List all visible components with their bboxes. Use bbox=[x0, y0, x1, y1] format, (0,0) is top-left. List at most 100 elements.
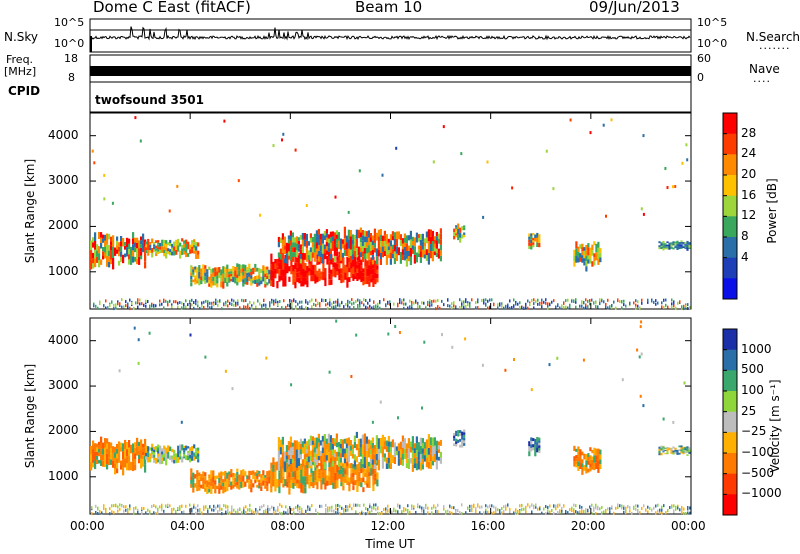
power-ground-cell bbox=[435, 307, 437, 311]
vel-echo-cell bbox=[538, 450, 541, 453]
vel-echo-cell bbox=[439, 439, 442, 446]
power-echo-cell bbox=[234, 266, 237, 271]
power-echo-cell bbox=[256, 275, 259, 280]
vel-echo-cell bbox=[662, 450, 665, 452]
vel-ground-cell bbox=[525, 505, 527, 509]
power-ground-cell bbox=[227, 304, 229, 308]
vel-ground-cell bbox=[151, 505, 153, 508]
vel-ground-cell bbox=[425, 503, 427, 507]
vel-echo-cell bbox=[363, 456, 366, 469]
power-echo-cell bbox=[214, 276, 217, 281]
power-echo-cell bbox=[102, 247, 105, 252]
power-ground-cell bbox=[429, 299, 431, 302]
power-echo-cell bbox=[335, 243, 338, 248]
vel-echo-cell bbox=[157, 444, 160, 448]
cpid-value: twofsound 3501 bbox=[95, 93, 204, 107]
power-echo-cell bbox=[96, 244, 99, 251]
power-echo-cell bbox=[294, 256, 297, 263]
power-echo-cell bbox=[352, 273, 355, 281]
power-echo-cell bbox=[142, 242, 145, 253]
power-echo-cell bbox=[318, 276, 321, 282]
power-echo-cell bbox=[204, 272, 207, 277]
vel-echo-cell bbox=[373, 454, 376, 460]
power-ground-cell bbox=[207, 304, 209, 308]
vel-ground-cell bbox=[341, 506, 343, 510]
power-echo-cell bbox=[328, 273, 331, 280]
vel-echo-cell bbox=[278, 479, 281, 487]
power-echo-cell bbox=[577, 246, 580, 252]
vel-echo-cell bbox=[177, 445, 180, 452]
vel-echo-cell bbox=[305, 441, 308, 446]
power-echo-cell bbox=[351, 244, 354, 250]
power-ground-cell bbox=[129, 298, 131, 302]
vel-echo-cell bbox=[577, 451, 580, 457]
vel-echo-cell bbox=[305, 449, 308, 454]
power-ground-cell bbox=[403, 302, 405, 306]
power-echo-cell bbox=[104, 240, 107, 247]
vel-ground-cell bbox=[157, 507, 159, 511]
vel-echo-cell bbox=[195, 455, 198, 459]
power-echo-cell bbox=[296, 267, 299, 273]
power-echo-cell bbox=[270, 280, 273, 287]
power-echo-cell bbox=[248, 268, 251, 273]
power-echo-cell bbox=[664, 244, 667, 247]
vel-echo-cell bbox=[218, 477, 221, 484]
power-scatter-cell bbox=[103, 197, 106, 201]
power-echo-cell bbox=[196, 280, 199, 284]
power-echo-cell bbox=[165, 240, 168, 244]
power-echo-cell bbox=[401, 254, 404, 260]
vel-echo-cell bbox=[306, 476, 309, 485]
power-echo-cell bbox=[316, 253, 319, 260]
power-echo-cell bbox=[349, 249, 352, 256]
vel-ground-cell bbox=[613, 511, 615, 515]
power-panel-frame bbox=[89, 112, 692, 310]
power-ground-cell bbox=[173, 300, 175, 304]
power-echo-cell bbox=[461, 226, 464, 231]
power-ground-cell bbox=[415, 299, 417, 303]
vel-echo-cell bbox=[370, 467, 373, 476]
vel-echo-cell bbox=[666, 447, 669, 449]
power-echo-cell bbox=[252, 280, 255, 284]
vel-echo-cell bbox=[266, 476, 269, 482]
power-echo-cell bbox=[676, 240, 679, 244]
vel-echo-cell bbox=[313, 457, 316, 463]
vel-echo-cell bbox=[358, 462, 361, 467]
vel-echo-cell bbox=[393, 449, 396, 457]
power-echo-cell bbox=[455, 233, 458, 236]
vel-echo-cell bbox=[120, 460, 123, 466]
vel-echo-cell bbox=[597, 454, 600, 461]
vel-echo-cell bbox=[232, 480, 235, 485]
vel-echo-cell bbox=[106, 448, 109, 454]
power-ground-cell bbox=[351, 298, 353, 302]
power-ground-cell bbox=[299, 300, 301, 304]
power-ground-cell bbox=[211, 305, 213, 309]
vel-echo-cell bbox=[658, 448, 661, 451]
power-echo-cell bbox=[351, 249, 354, 255]
vel-ground-cell bbox=[273, 506, 275, 510]
vel-echo-cell bbox=[183, 450, 186, 453]
power-echo-cell bbox=[238, 264, 241, 271]
power-echo-cell bbox=[192, 269, 195, 272]
power-echo-cell bbox=[328, 267, 331, 274]
power-echo-cell bbox=[169, 249, 172, 253]
vel-scatter-cell bbox=[582, 358, 585, 362]
power-echo-cell bbox=[258, 271, 261, 276]
power-echo-cell bbox=[218, 267, 221, 273]
power-ground-cell bbox=[423, 301, 425, 305]
power-echo-cell bbox=[132, 232, 135, 239]
power-echo-cell bbox=[399, 252, 402, 258]
vel-echo-cell bbox=[92, 445, 95, 450]
vel-echo-cell bbox=[358, 466, 361, 472]
vel-echo-cell bbox=[463, 443, 466, 446]
power-echo-cell bbox=[177, 238, 180, 246]
vel-echo-cell bbox=[331, 455, 334, 461]
power-ground-cell bbox=[99, 302, 101, 306]
power-ground-cell bbox=[325, 303, 327, 307]
power-echo-cell bbox=[333, 250, 336, 256]
power-ytick-label: 3000 bbox=[48, 173, 79, 188]
vel-echo-cell bbox=[296, 466, 299, 471]
power-echo-cell bbox=[155, 245, 158, 249]
vel-echo-cell bbox=[337, 456, 340, 462]
vel-scatter-cell bbox=[423, 340, 426, 344]
power-echo-cell bbox=[301, 253, 304, 260]
